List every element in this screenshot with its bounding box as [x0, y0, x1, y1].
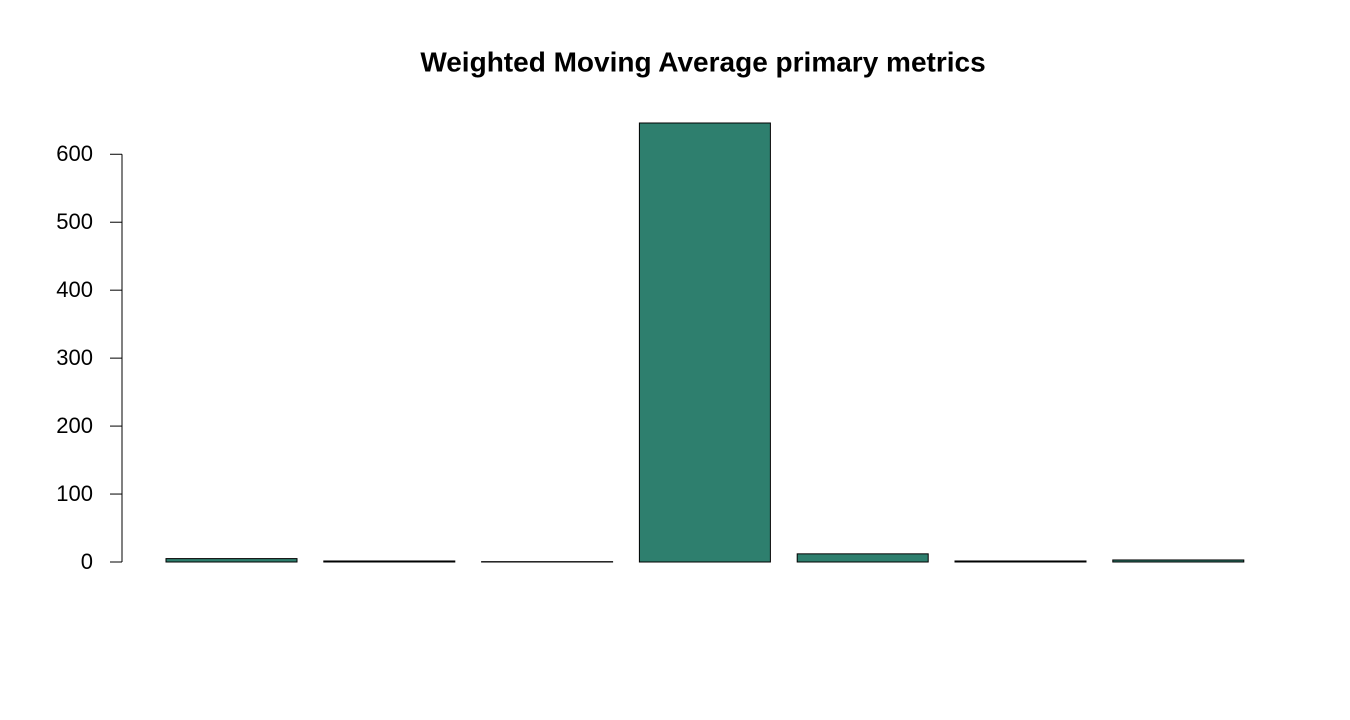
- chart-title: Weighted Moving Average primary metrics: [420, 46, 985, 77]
- bar: [638, 122, 771, 563]
- y-tick-label: 500: [56, 209, 93, 234]
- y-tick-label: 0: [81, 549, 93, 574]
- y-tick-label: 200: [56, 413, 93, 438]
- y-tick-label: 300: [56, 345, 93, 370]
- bar: [1112, 559, 1245, 563]
- bar: [796, 553, 929, 563]
- y-tick-label: 100: [56, 481, 93, 506]
- bar: [165, 558, 298, 563]
- bar: [954, 560, 1087, 563]
- y-tick-label: 600: [56, 141, 93, 166]
- bar: [323, 560, 456, 563]
- y-tick-label: 400: [56, 277, 93, 302]
